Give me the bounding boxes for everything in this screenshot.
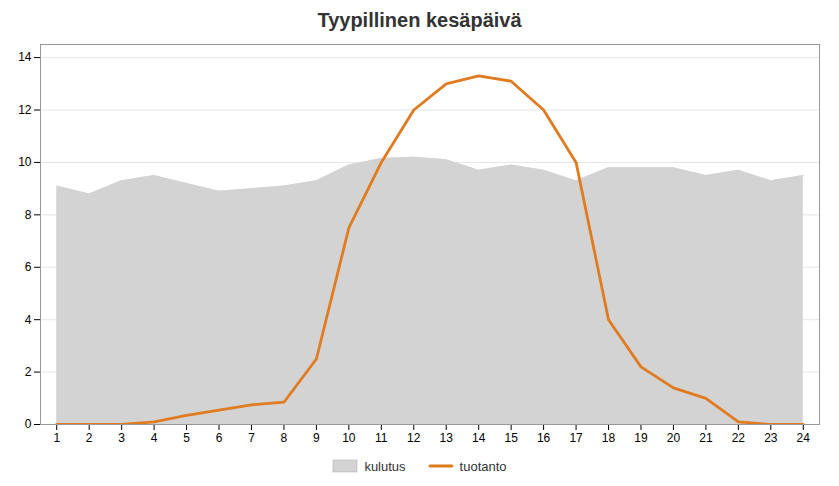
svg-text:23: 23 (764, 431, 778, 445)
svg-text:20: 20 (667, 431, 681, 445)
svg-text:8: 8 (281, 431, 288, 445)
svg-text:5: 5 (183, 431, 190, 445)
svg-text:3: 3 (118, 431, 125, 445)
svg-text:12: 12 (407, 431, 421, 445)
svg-text:9: 9 (313, 431, 320, 445)
svg-text:8: 8 (25, 208, 32, 222)
svg-text:22: 22 (732, 431, 746, 445)
svg-text:10: 10 (18, 155, 32, 169)
svg-text:12: 12 (18, 103, 32, 117)
svg-text:6: 6 (25, 260, 32, 274)
svg-text:24: 24 (797, 431, 811, 445)
svg-text:2: 2 (25, 365, 32, 379)
svg-text:2: 2 (86, 431, 93, 445)
html-text:kulutus: kulutus (364, 458, 406, 474)
svg-text:11: 11 (375, 431, 388, 445)
svg-text:14: 14 (18, 50, 32, 64)
svg-text:10: 10 (342, 431, 356, 445)
svg-text:7: 7 (248, 431, 255, 445)
svg-text:6: 6 (216, 431, 223, 445)
svg-text:4: 4 (25, 313, 32, 327)
svg-text:13: 13 (440, 431, 454, 445)
svg-text:14: 14 (472, 431, 486, 445)
svg-text:4: 4 (151, 431, 158, 445)
html-text:Tyypillinen kesäpäivä: Tyypillinen kesäpäivä (317, 9, 522, 31)
svg-text:0: 0 (25, 417, 32, 431)
svg-text:16: 16 (537, 431, 551, 445)
svg-text:21: 21 (699, 431, 713, 445)
html-text:tuotanto: tuotanto (459, 458, 507, 474)
svg-text:19: 19 (634, 431, 648, 445)
svg-text:17: 17 (569, 431, 583, 445)
svg-text:15: 15 (504, 431, 518, 445)
svg-text:1: 1 (53, 431, 60, 445)
svg-text:18: 18 (602, 431, 616, 445)
